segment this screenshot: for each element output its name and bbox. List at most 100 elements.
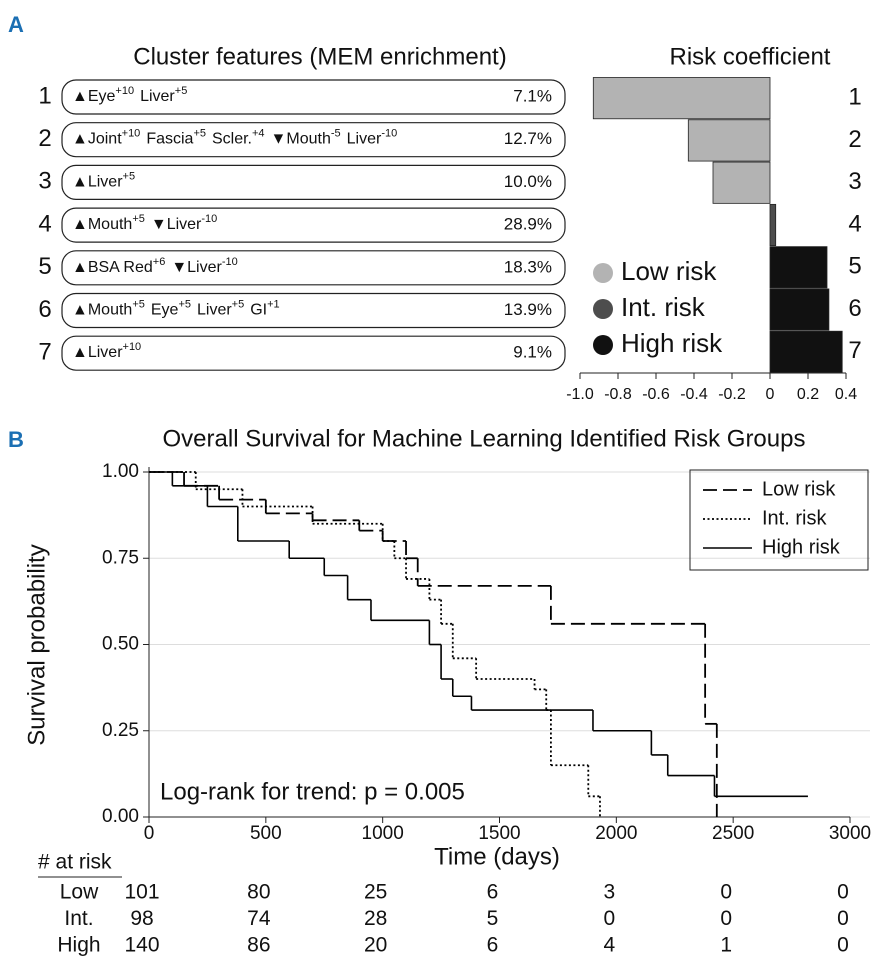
feature-name: Fascia xyxy=(146,131,193,148)
x-tick-label: 1500 xyxy=(478,823,520,844)
legend-label: Int. risk xyxy=(621,292,706,322)
x-tick-label: 2000 xyxy=(595,823,637,844)
row-box xyxy=(61,79,566,115)
x-tick-label: -0.4 xyxy=(680,386,708,403)
risk-count: 140 xyxy=(124,934,159,957)
bar xyxy=(769,246,828,289)
panel-label: A xyxy=(8,12,24,37)
legend-label: High risk xyxy=(762,536,841,558)
risk-table-title: # at risk xyxy=(38,851,112,874)
legend-swatch xyxy=(593,335,613,355)
risk-count: 5 xyxy=(487,907,499,930)
feature-name: ▼Liver xyxy=(171,259,222,276)
x-tick-label: 0.4 xyxy=(835,386,857,403)
legend-swatch xyxy=(593,299,613,319)
feature-list: ▲Joint+10​Fascia+5​Scler.+4​▼Mouth-5​Liv… xyxy=(72,128,397,148)
risk-count: 6 xyxy=(487,934,499,957)
y-tick-label: 1.00 xyxy=(102,461,139,482)
row-box xyxy=(61,122,566,158)
feature-name: ▲BSA Red xyxy=(72,259,153,276)
feature-name: ▲Liver xyxy=(72,174,123,191)
row-box xyxy=(61,335,566,371)
panel-label: B xyxy=(8,427,24,452)
legend-label: Low risk xyxy=(762,478,836,500)
risk-count: 6 xyxy=(487,881,499,904)
feature-sup: +5 xyxy=(175,85,188,97)
feature-name: ▼Mouth xyxy=(271,131,331,148)
bar xyxy=(769,288,830,331)
x-tick-label: 3000 xyxy=(829,823,871,844)
feature-list: ▲Liver+5​ xyxy=(72,170,135,190)
feature-sup: -10 xyxy=(201,213,217,225)
x-tick-label: 1000 xyxy=(362,823,404,844)
x-tick-label: 0.2 xyxy=(797,386,819,403)
chart-title: Overall Survival for Machine Learning Id… xyxy=(163,425,806,452)
row-box xyxy=(61,207,566,243)
row-number: 1 xyxy=(38,82,51,109)
feature-list: ▲Mouth+5​▼Liver-10​ xyxy=(72,213,217,233)
feature-name: Scler. xyxy=(212,131,252,148)
feature-sup: +5 xyxy=(132,298,145,310)
risk-count: 0 xyxy=(720,907,732,930)
feature-sup: -10 xyxy=(222,256,238,268)
category-label: 7 xyxy=(848,337,861,364)
table-title: Cluster features (MEM enrichment) xyxy=(133,43,506,70)
risk-count: 0 xyxy=(837,934,849,957)
risk-count: 74 xyxy=(247,907,271,930)
feature-sup: +6 xyxy=(153,256,166,268)
feature-name: Liver xyxy=(197,302,232,319)
x-axis-label: Time (days) xyxy=(434,843,560,870)
feature-name: ▲Liver xyxy=(72,344,123,361)
annotation: Log-rank for trend: p = 0.005 xyxy=(160,778,465,805)
feature-sup: +4 xyxy=(252,128,265,140)
feature-sup: -10 xyxy=(381,128,397,140)
legend-label: Low risk xyxy=(621,256,717,286)
feature-name: ▲Joint xyxy=(72,131,122,148)
row-number: 7 xyxy=(38,339,51,366)
row-percent: 28.9% xyxy=(504,215,552,234)
category-label: 1 xyxy=(848,83,861,110)
feature-sup: +10 xyxy=(123,341,142,353)
x-tick-label: 500 xyxy=(250,823,282,844)
risk-group: Low xyxy=(60,881,99,904)
risk-count: 4 xyxy=(603,934,615,957)
y-axis-label: Survival probability xyxy=(23,544,50,745)
row-percent: 9.1% xyxy=(513,343,552,362)
feature-name: Liver xyxy=(140,88,175,105)
feature-list: ▲Liver+10​ xyxy=(72,341,141,361)
feature-list: ▲Mouth+5​Eye+5​Liver+5​GI+1​ xyxy=(72,298,280,318)
risk-count: 0 xyxy=(837,907,849,930)
risk-count: 0 xyxy=(603,907,615,930)
row-box xyxy=(61,164,566,200)
risk-count: 80 xyxy=(247,881,270,904)
risk-count: 3 xyxy=(603,881,615,904)
risk-count: 86 xyxy=(247,934,270,957)
feature-sup: +1 xyxy=(267,298,280,310)
bar xyxy=(712,161,771,204)
risk-group: Int. xyxy=(64,907,93,930)
feature-name: ▲Mouth xyxy=(72,302,132,319)
risk-count: 0 xyxy=(837,881,849,904)
y-tick-label: 0.50 xyxy=(102,634,139,655)
bar xyxy=(769,330,843,373)
feature-list: ▲BSA Red+6​▼Liver-10​ xyxy=(72,256,238,276)
x-tick-label: -0.6 xyxy=(642,386,670,403)
risk-count: 25 xyxy=(364,881,387,904)
row-box xyxy=(61,292,566,329)
category-label: 3 xyxy=(848,168,861,195)
category-label: 5 xyxy=(848,253,861,280)
risk-count: 98 xyxy=(130,907,153,930)
risk-group: High xyxy=(57,934,100,957)
legend-swatch xyxy=(593,263,613,283)
feature-name: ▲Eye xyxy=(72,88,116,105)
row-percent: 13.9% xyxy=(504,300,552,319)
legend-label: Int. risk xyxy=(762,507,827,529)
chart-title: Risk coefficient xyxy=(670,43,831,70)
risk-count: 0 xyxy=(720,881,732,904)
x-tick-label: 0 xyxy=(144,823,155,844)
feature-name: GI xyxy=(250,302,267,319)
category-label: 6 xyxy=(848,295,861,322)
risk-count: 1 xyxy=(720,934,732,957)
row-number: 6 xyxy=(38,296,51,323)
